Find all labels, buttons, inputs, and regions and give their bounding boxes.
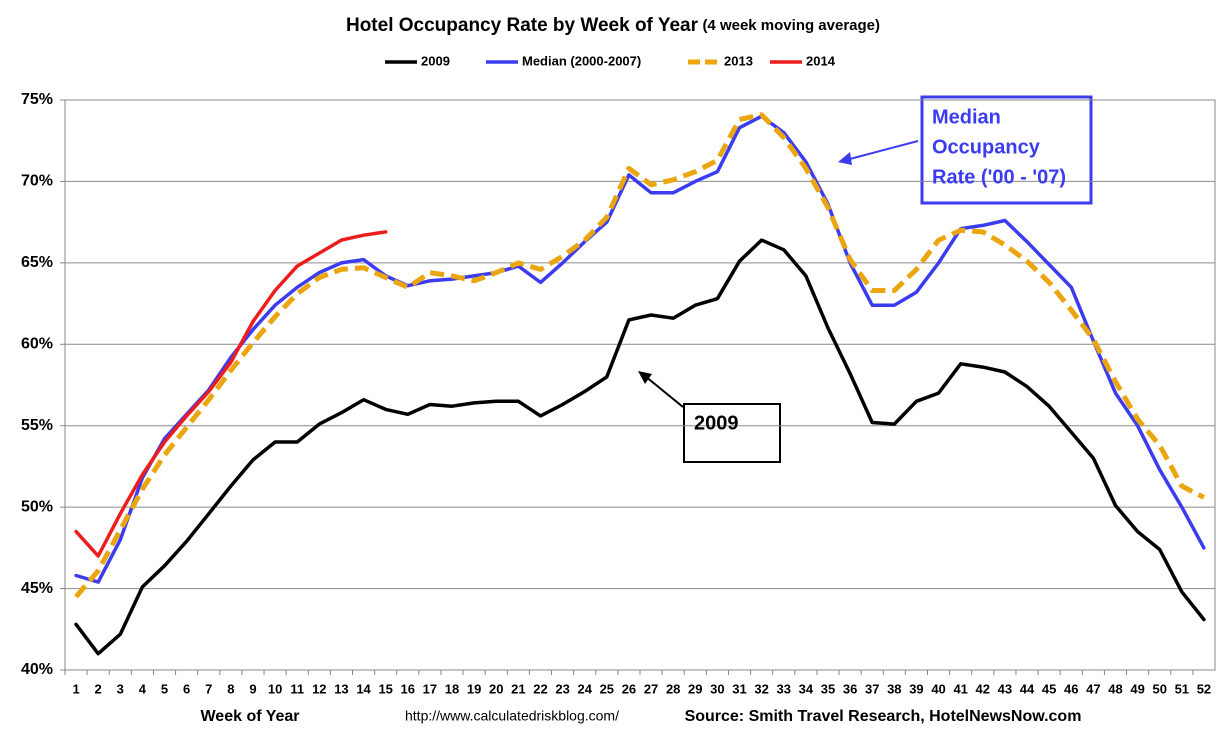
x-tick-label: 36 [843,681,857,696]
y-tick-label: 60% [21,336,53,353]
x-tick-label: 49 [1130,681,1144,696]
x-tick-label: 21 [511,681,525,696]
y-tick-label: 55% [21,417,53,434]
x-tick-label: 23 [555,681,569,696]
x-tick-label: 32 [754,681,768,696]
y-tick-label: 70% [21,173,53,190]
x-tick-label: 12 [312,681,326,696]
legend-label: 2014 [806,53,836,68]
y-tick-label: 45% [21,580,53,597]
x-tick-label: 19 [467,681,481,696]
x-tick-label: 47 [1086,681,1100,696]
annotation-box [683,403,781,463]
x-tick-label: 26 [622,681,636,696]
annotation-text: Occupancy [932,136,1041,158]
x-tick-label: 35 [821,681,835,696]
x-tick-label: 24 [577,681,592,696]
x-tick-label: 37 [865,681,879,696]
annotation-arrow [644,375,684,408]
y-tick-label: 65% [21,254,53,271]
x-tick-label: 31 [732,681,746,696]
x-tick-label: 20 [489,681,503,696]
y-tick-label: 50% [21,498,53,515]
legend-label: Median (2000-2007) [522,53,641,68]
x-tick-label: 7 [205,681,212,696]
x-tick-label: 4 [139,681,147,696]
x-axis-label: Week of Year [200,708,299,725]
x-tick-label: 34 [799,681,814,696]
chart-title: Hotel Occupancy Rate by Week of Year [346,15,699,36]
x-tick-label: 30 [710,681,724,696]
y-tick-label: 75% [21,91,53,108]
x-tick-label: 27 [644,681,658,696]
x-tick-label: 1 [72,681,79,696]
arrow-head [638,371,652,384]
x-tick-label: 45 [1042,681,1056,696]
x-tick-label: 52 [1197,681,1211,696]
annotation-arrow [845,140,919,161]
annotation-text: Median [932,106,1001,128]
x-tick-label: 5 [161,681,168,696]
x-tick-label: 46 [1064,681,1078,696]
x-tick-label: 33 [777,681,791,696]
x-tick-label: 18 [445,681,459,696]
legend-label: 2009 [421,53,450,68]
url: http://www.calculatedriskblog.com/ [405,708,619,724]
x-tick-label: 38 [887,681,901,696]
x-tick-label: 11 [290,681,304,696]
x-tick-label: 39 [909,681,923,696]
y-tick-label: 40% [21,661,53,678]
x-tick-label: 51 [1175,681,1189,696]
x-tick-label: 29 [688,681,702,696]
annotation-text: 2009 [694,412,739,434]
arrow-head [838,152,852,165]
series-line [74,238,1206,656]
chart-subtitle: (4 week moving average) [702,17,880,34]
series-line [74,112,1206,599]
x-tick-label: 40 [931,681,945,696]
x-tick-label: 17 [423,681,437,696]
chart-title-group: Hotel Occupancy Rate by Week of Year (4 … [346,15,880,36]
x-tick-label: 28 [666,681,680,696]
legend-label: 2013 [724,53,753,68]
series-line [74,230,388,558]
annotation-box [920,95,1093,205]
x-tick-label: 9 [249,681,256,696]
x-tick-label: 16 [401,681,415,696]
x-tick-label: 3 [117,681,124,696]
x-tick-label: 25 [600,681,614,696]
x-tick-label: 8 [227,681,234,696]
x-tick-label: 43 [998,681,1012,696]
x-tick-label: 15 [378,681,392,696]
x-tick-label: 50 [1152,681,1166,696]
x-tick-label: 14 [356,681,371,696]
x-tick-label: 6 [183,681,190,696]
x-tick-label: 22 [533,681,547,696]
x-tick-label: 13 [334,681,348,696]
x-tick-label: 2 [95,681,102,696]
x-tick-label: 10 [268,681,282,696]
source: Source: Smith Travel Research, HotelNews… [685,708,1082,725]
annotation-text: Rate ('00 - '07) [932,166,1066,188]
x-tick-label: 42 [976,681,990,696]
x-tick-label: 44 [1020,681,1035,696]
x-tick-label: 41 [953,681,967,696]
series-line [74,114,1206,584]
x-tick-label: 48 [1108,681,1122,696]
